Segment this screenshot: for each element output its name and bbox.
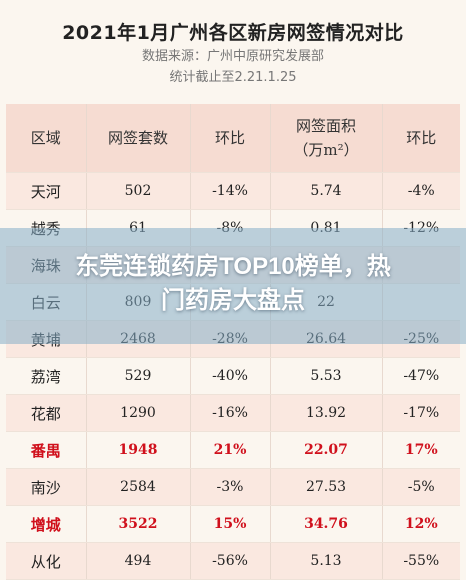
- area-mom-cell: -4%: [382, 172, 460, 210]
- area-cell: 5.53: [270, 357, 383, 395]
- table-row: 番禺 1948 21% 22.07 17%: [6, 431, 460, 469]
- district-cell: 天河: [6, 172, 87, 210]
- banner-overlay: [0, 228, 466, 344]
- table-row: 从化 494 -56% 5.13 -55%: [6, 542, 460, 580]
- column-header-area-label: 网签面积 （万m²）: [293, 117, 359, 159]
- district-cell: 增城: [6, 505, 87, 543]
- units-cell: 2584: [86, 468, 191, 506]
- headline-line-2: 门药房大盘点: [161, 287, 305, 314]
- units-cell: 1290: [86, 394, 191, 432]
- area-cell: 5.74: [270, 172, 383, 210]
- district-cell: 花都: [6, 394, 87, 432]
- district-cell: 荔湾: [6, 357, 87, 395]
- district-cell: 番禺: [6, 431, 87, 469]
- area-mom-cell: 12%: [382, 505, 460, 543]
- units-cell: 502: [86, 172, 191, 210]
- column-header-units: 网签套数: [86, 104, 191, 173]
- headline-line-1: 东莞连锁药房TOP10榜单，热: [75, 253, 391, 280]
- article-headline-banner[interactable]: 东莞连锁药房TOP10榜单，热 门药房大盘点: [20, 250, 446, 318]
- table-row: 增城 3522 15% 34.76 12%: [6, 505, 460, 543]
- units-mom-cell: 21%: [190, 431, 271, 469]
- units-cell: 3522: [86, 505, 191, 543]
- table-header-row: 区域 网签套数 环比 网签面积 （万m²） 环比: [6, 104, 460, 173]
- area-mom-cell: -17%: [382, 394, 460, 432]
- column-header-district: 区域: [6, 104, 87, 173]
- units-cell: 1948: [86, 431, 191, 469]
- page-title: 2021年1月广州各区新房网签情况对比: [62, 22, 404, 44]
- table-row: 花都 1290 -16% 13.92 -17%: [6, 394, 460, 432]
- table-row: 天河 502 -14% 5.74 -4%: [6, 172, 460, 210]
- area-mom-cell: -55%: [382, 542, 460, 580]
- area-cell: 27.53: [270, 468, 383, 506]
- units-mom-cell: -16%: [190, 394, 271, 432]
- units-cell: 529: [86, 357, 191, 395]
- table-row: 荔湾 529 -40% 5.53 -47%: [6, 357, 460, 395]
- units-mom-cell: -14%: [190, 172, 271, 210]
- units-mom-cell: -3%: [190, 468, 271, 506]
- units-mom-cell: 15%: [190, 505, 271, 543]
- table-header-area: 2021年1月广州各区新房网签情况对比 数据来源：广州中原研究发展部 统计截止至…: [0, 0, 466, 104]
- area-mom-cell: -47%: [382, 357, 460, 395]
- area-cell: 22.07: [270, 431, 383, 469]
- column-header-area: 网签面积 （万m²）: [270, 104, 383, 173]
- area-cell: 34.76: [270, 505, 383, 543]
- area-mom-cell: -5%: [382, 468, 460, 506]
- district-cell: 从化: [6, 542, 87, 580]
- units-mom-cell: -56%: [190, 542, 271, 580]
- cutoff-date-note: 统计截止至2.21.1.25: [169, 70, 297, 85]
- units-cell: 494: [86, 542, 191, 580]
- column-header-units-mom: 环比: [190, 104, 271, 173]
- column-header-area-mom: 环比: [382, 104, 460, 173]
- area-mom-cell: 17%: [382, 431, 460, 469]
- data-source-note: 数据来源：广州中原研究发展部: [141, 49, 324, 64]
- area-cell: 5.13: [270, 542, 383, 580]
- table-row: 南沙 2584 -3% 27.53 -5%: [6, 468, 460, 506]
- area-cell: 13.92: [270, 394, 383, 432]
- units-mom-cell: -40%: [190, 357, 271, 395]
- district-cell: 南沙: [6, 468, 87, 506]
